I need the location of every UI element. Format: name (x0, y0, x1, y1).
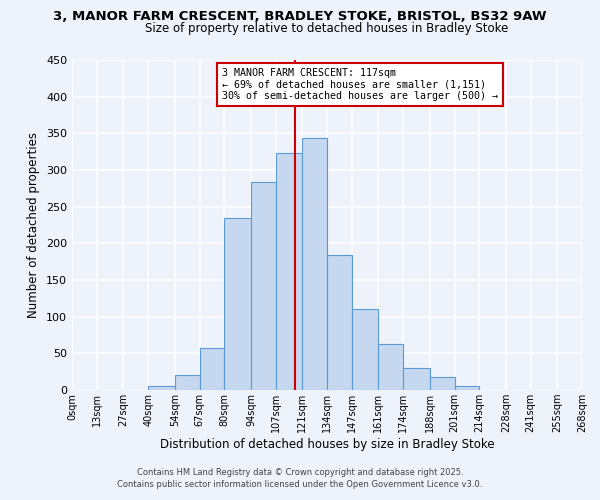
Bar (455, 386, 479, 390)
Bar (403, 368, 430, 390)
Text: 3 MANOR FARM CRESCENT: 117sqm
← 69% of detached houses are smaller (1,151)
30% o: 3 MANOR FARM CRESCENT: 117sqm ← 69% of d… (223, 68, 499, 102)
Bar (148, 386, 175, 390)
Bar (302, 138, 327, 390)
Y-axis label: Number of detached properties: Number of detached properties (28, 132, 40, 318)
Bar (199, 348, 224, 390)
Text: Contains HM Land Registry data © Crown copyright and database right 2025.
Contai: Contains HM Land Registry data © Crown c… (118, 468, 482, 489)
Text: 3, MANOR FARM CRESCENT, BRADLEY STOKE, BRISTOL, BS32 9AW: 3, MANOR FARM CRESCENT, BRADLEY STOKE, B… (53, 10, 547, 23)
Bar (352, 310, 379, 390)
Bar (430, 377, 455, 390)
Bar (275, 153, 302, 390)
Bar (224, 218, 251, 390)
Bar (251, 182, 275, 390)
Bar (379, 344, 403, 390)
Bar (175, 374, 199, 390)
Bar (327, 255, 352, 390)
X-axis label: Distribution of detached houses by size in Bradley Stoke: Distribution of detached houses by size … (160, 438, 494, 451)
Title: Size of property relative to detached houses in Bradley Stoke: Size of property relative to detached ho… (145, 22, 509, 35)
